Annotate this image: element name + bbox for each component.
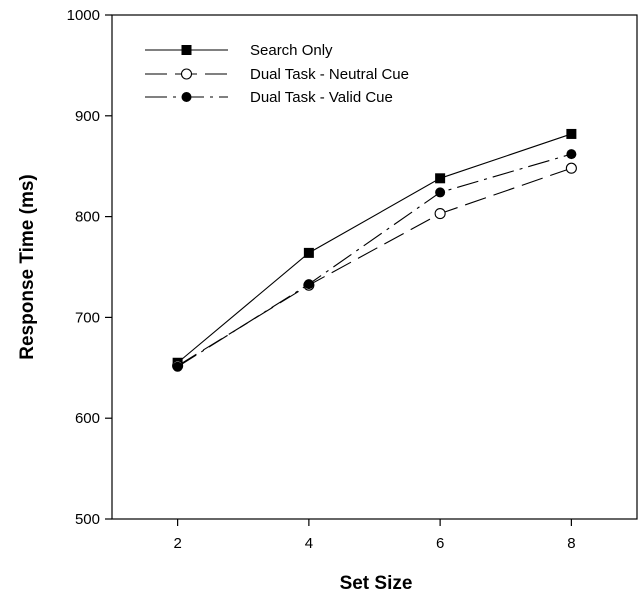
y-tick-label: 500 — [75, 511, 100, 528]
series-line — [177, 153, 572, 368]
legend-entry: Search Only — [145, 42, 333, 59]
legend-label: Dual Task - Valid Cue — [250, 89, 393, 106]
x-tick-label: 2 — [173, 535, 181, 552]
series-3 — [172, 149, 577, 372]
data-point — [435, 187, 446, 198]
legend-marker — [180, 68, 193, 80]
data-point — [303, 247, 314, 258]
legend-entry: Dual Task - Neutral Cue — [145, 66, 409, 83]
data-point — [565, 162, 577, 174]
y-tick-label: 800 — [75, 209, 100, 226]
y-tick-label: 1000 — [67, 7, 100, 24]
legend-label: Search Only — [250, 42, 333, 59]
plot-area-border — [111, 14, 638, 520]
series-line — [177, 167, 572, 367]
x-axis-title: Set Size — [340, 573, 413, 594]
data-point — [435, 173, 446, 184]
x-axis-ticks: 2 4 6 8 — [173, 519, 576, 552]
y-tick-label: 900 — [75, 108, 100, 125]
legend-label: Dual Task - Neutral Cue — [250, 66, 409, 83]
data-point — [566, 149, 577, 160]
data-point — [303, 279, 314, 290]
legend-marker — [181, 92, 192, 102]
data-point — [566, 128, 577, 139]
legend-entry: Dual Task - Valid Cue — [145, 89, 393, 106]
x-tick-label: 6 — [436, 535, 444, 552]
x-tick-label: 4 — [305, 535, 313, 552]
data-point — [172, 361, 183, 372]
legend: Search Only Dual Task - Neutral Cue Dual T… — [145, 42, 409, 106]
series-layer — [172, 128, 577, 372]
data-point — [434, 208, 446, 220]
series-line — [177, 133, 572, 364]
y-axis-title: Response Time (ms) — [17, 174, 38, 359]
y-tick-label: 600 — [75, 410, 100, 427]
y-axis-ticks: 500 600 700 800 900 1000 — [67, 7, 112, 528]
y-tick-label: 700 — [75, 309, 100, 326]
x-tick-label: 8 — [567, 535, 575, 552]
plot-frame — [111, 14, 638, 520]
series-2 — [172, 162, 577, 372]
legend-marker — [181, 45, 192, 55]
